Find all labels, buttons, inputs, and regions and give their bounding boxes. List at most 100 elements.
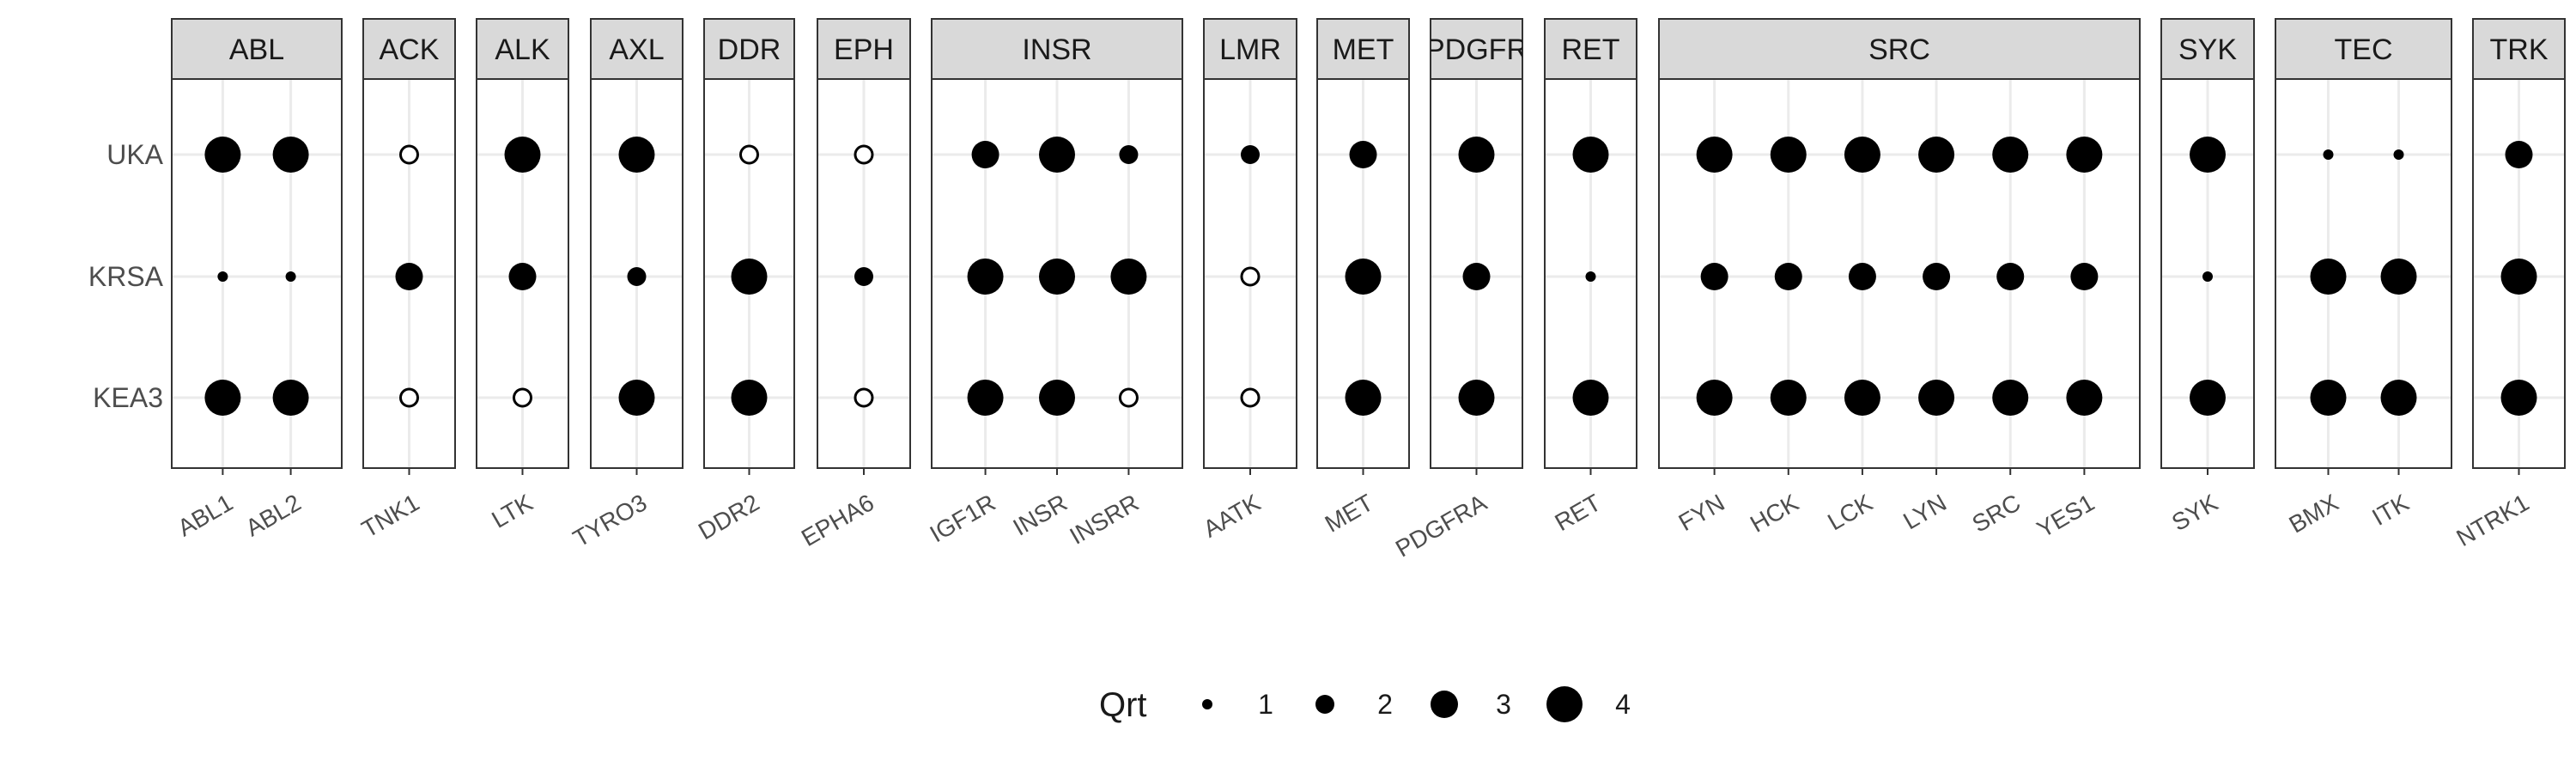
point-fyn-krsa <box>1700 263 1728 290</box>
point-hck-kea3 <box>1770 380 1807 416</box>
point-lyn-uka <box>1918 137 1955 173</box>
facet-strip-label-ack: ACK <box>380 33 440 66</box>
point-tyro3-uka <box>618 137 655 173</box>
point-ntrk1-krsa <box>2500 259 2537 295</box>
facet-lmr: LMR AATK <box>1199 18 1297 543</box>
point-abl2-uka <box>272 137 309 173</box>
point-fyn-uka <box>1696 137 1733 173</box>
facet-met: MET MET <box>1316 18 1410 538</box>
point-pdgfra-krsa <box>1462 263 1491 290</box>
x-tick-label-ntrk1: NTRK1 <box>2452 489 2534 551</box>
point-lyn-krsa <box>1923 263 1951 290</box>
point-insr-uka <box>1039 137 1075 173</box>
point-tnk1-uka-missing <box>399 144 419 165</box>
x-tick-label-abl1: ABL1 <box>173 489 238 541</box>
point-lck-krsa <box>1848 263 1876 290</box>
point-itk-uka <box>2393 149 2404 160</box>
facet-strip-ack <box>362 18 456 80</box>
x-tick-label-fyn: FYN <box>1674 489 1729 536</box>
point-igf1r-krsa <box>967 259 1004 295</box>
point-fyn-kea3 <box>1696 380 1733 416</box>
point-ddr2-krsa <box>731 259 768 295</box>
point-ltk-uka <box>504 137 541 173</box>
facet-strip-syk <box>2160 18 2255 80</box>
point-syk-krsa <box>2202 271 2213 282</box>
facet-strip-label-pdgfr: PDGFR <box>1425 33 1528 66</box>
facet-abl: ABL ABL1 ABL2 <box>171 18 343 541</box>
facet-strip-label-syk: SYK <box>2178 33 2237 66</box>
facet-strip-pdgfr <box>1430 18 1523 80</box>
point-epha6-krsa <box>854 267 873 286</box>
facet-strip-axl <box>590 18 683 80</box>
point-tyro3-krsa <box>627 267 647 286</box>
facet-strip-abl <box>171 18 343 80</box>
facet-trk: TRK NTRK1 <box>2452 18 2566 551</box>
facet-axl: AXL TYRO3 <box>568 18 683 552</box>
point-abl2-krsa <box>285 271 296 282</box>
facet-ddr: DDR DDR2 <box>694 18 795 545</box>
point-insrr-uka <box>1119 145 1139 164</box>
point-ret-uka <box>1572 137 1609 173</box>
facet-strip-ddr <box>703 18 795 80</box>
x-tick-label-lck: LCK <box>1823 489 1877 535</box>
facet-ack: ACK TNK1 <box>357 18 456 543</box>
point-igf1r-kea3 <box>967 380 1004 416</box>
x-tick-label-lyn: LYN <box>1899 489 1951 534</box>
point-itk-kea3 <box>2380 380 2417 416</box>
legend-key-4 <box>1546 686 1583 722</box>
legend-label-1: 1 <box>1258 689 1273 720</box>
legend-key-3 <box>1431 691 1458 718</box>
point-ddr2-uka-missing <box>739 144 759 165</box>
point-ntrk1-uka <box>2505 141 2533 168</box>
point-yes1-kea3 <box>2066 380 2103 416</box>
facet-strip-label-src: SRC <box>1868 33 1930 66</box>
facet-border-abl <box>171 78 343 469</box>
facet-strip-label-abl: ABL <box>229 33 284 66</box>
x-tick-label-hck: HCK <box>1746 489 1803 538</box>
point-src-uka <box>1992 137 2029 173</box>
facet-strip-ret <box>1544 18 1637 80</box>
x-tick-label-aatk: AATK <box>1199 489 1265 543</box>
x-tick-label-insrr: INSRR <box>1065 489 1143 549</box>
point-epha6-kea3-missing <box>854 387 874 408</box>
facet-strip-label-ret: RET <box>1562 33 1620 66</box>
point-src-kea3 <box>1992 380 2029 416</box>
point-met-krsa <box>1345 259 1382 295</box>
legend-title: Qrt <box>1099 686 1147 724</box>
x-tick-label-met: MET <box>1321 489 1378 537</box>
y-tick-label-krsa: KRSA <box>88 261 164 292</box>
legend-key-2 <box>1315 695 1334 714</box>
point-yes1-krsa <box>2070 263 2099 290</box>
facet-strip-met <box>1316 18 1410 80</box>
point-aatk-kea3-missing <box>1240 387 1261 408</box>
facet-border-src <box>1658 78 2141 469</box>
point-hck-uka <box>1770 137 1807 173</box>
x-tick-label-epha6: EPHA6 <box>797 489 878 551</box>
point-tnk1-krsa <box>395 263 423 290</box>
facet-ret: RET RET <box>1544 18 1637 536</box>
point-tnk1-kea3-missing <box>399 387 419 408</box>
point-aatk-krsa-missing <box>1240 266 1261 287</box>
facet-strip-src <box>1658 18 2141 80</box>
x-tick-label-bmx: BMX <box>2284 489 2342 538</box>
point-hck-krsa <box>1774 263 1802 290</box>
facet-panel-tec <box>2275 79 2451 468</box>
facet-panels: ABL ABL1 ABL2 ACK TNK1 ALK LTK AXL TYRO3 DDR DDR2 E… <box>171 18 2566 563</box>
point-aatk-uka <box>1241 145 1260 164</box>
x-tick-label-abl2: ABL2 <box>241 489 306 541</box>
point-tyro3-kea3 <box>618 380 655 416</box>
point-pdgfra-uka <box>1458 137 1495 173</box>
facet-strip-label-met: MET <box>1333 33 1394 66</box>
x-tick-label-itk: ITK <box>2367 489 2414 531</box>
point-bmx-uka <box>2323 149 2334 160</box>
point-insr-krsa <box>1039 259 1075 295</box>
facet-strip-insr <box>931 18 1183 80</box>
point-insrr-krsa <box>1110 259 1147 295</box>
facet-strip-label-eph: EPH <box>834 33 894 66</box>
point-abl1-kea3 <box>204 380 241 416</box>
x-tick-label-pdgfra: PDGFRA <box>1391 489 1492 562</box>
point-epha6-uka-missing <box>854 144 874 165</box>
point-pdgfra-kea3 <box>1458 380 1495 416</box>
